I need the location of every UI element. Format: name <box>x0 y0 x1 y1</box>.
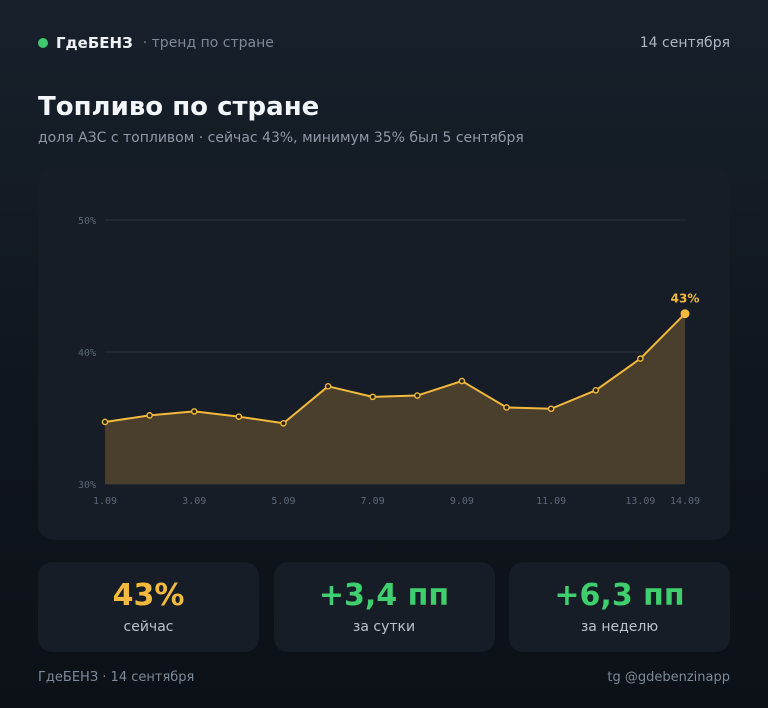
x-tick-label: 9.09 <box>450 496 474 507</box>
data-point <box>235 413 243 420</box>
fuel-availability-chart: 30% 40% 50% 43% 1.09 3.09 5.09 7.09 9.09 11.09 13.… <box>78 216 700 507</box>
data-point <box>637 355 644 362</box>
x-tick-label: 7.09 <box>361 496 385 507</box>
data-point <box>414 392 421 399</box>
stat-value-day: +3,4 пп <box>318 578 450 613</box>
header-date: 14 сентября <box>639 35 730 51</box>
stat-card-week: +6,3 пп за неделю <box>509 562 730 652</box>
data-point <box>503 404 510 411</box>
area-fill <box>105 313 685 484</box>
status-dot-icon <box>38 38 48 48</box>
last-value-label: 43% <box>671 292 700 306</box>
header-subtitle: · тренд по стране <box>142 35 274 51</box>
y-tick-label: 50% <box>78 216 96 227</box>
page-subtitle: доля АЗС с топливом · сейчас 43%, миниму… <box>38 130 524 146</box>
stat-value-week: +6,3 пп <box>554 578 685 613</box>
footer-telegram-link[interactable]: tg @gdebenzinapp <box>607 670 730 685</box>
stat-card-now: 43% сейчас <box>38 562 259 652</box>
stat-label-day: за сутки <box>352 619 416 635</box>
stats-row: 43% сейчас +3,4 пп за сутки +6,3 пп за н… <box>38 562 730 652</box>
data-point <box>458 377 466 385</box>
data-point <box>547 405 555 413</box>
y-tick-label: 40% <box>78 348 96 359</box>
brand-name: ГдеБЕНЗ <box>56 34 133 52</box>
stat-card-day: +3,4 пп за сутки <box>273 562 495 652</box>
data-point <box>280 419 287 427</box>
data-point <box>592 386 600 394</box>
series-line <box>104 313 686 425</box>
x-tick-label: 11.09 <box>536 496 566 507</box>
last-data-point <box>680 309 690 319</box>
stat-label-week: за неделю <box>580 619 659 635</box>
stat-label-now: сейчас <box>123 619 174 635</box>
x-tick-label: 1.09 <box>93 496 117 507</box>
x-tick-label: 5.09 <box>271 496 295 507</box>
data-point <box>146 412 153 419</box>
footer-brand-date: ГдеБЕНЗ · 14 сентября <box>38 670 195 685</box>
x-tick-label: 14.09 <box>670 496 700 507</box>
data-point <box>101 418 109 426</box>
data-point <box>324 383 332 390</box>
chart-card: 30% 40% 50% 43% 1.09 3.09 5.09 7.09 9.09 11.09 13.… <box>38 168 730 540</box>
x-tick-label: 3.09 <box>182 496 206 507</box>
top-bar: ГдеБЕНЗ · тренд по стране 14 сентября <box>38 32 730 54</box>
data-point <box>369 393 376 401</box>
page-title: Топливо по стране <box>38 92 320 122</box>
stat-value-now: 43% <box>112 578 185 613</box>
x-tick-label: 13.09 <box>625 496 655 507</box>
y-tick-label: 30% <box>78 480 96 491</box>
data-point <box>190 408 198 415</box>
